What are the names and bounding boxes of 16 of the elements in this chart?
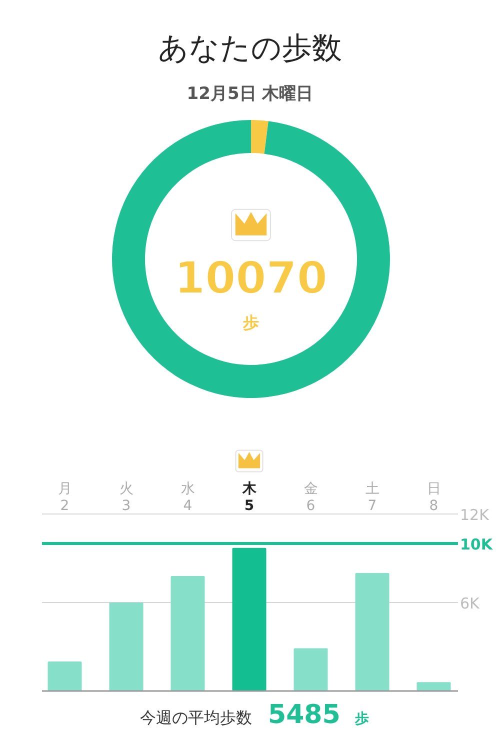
- text: 今週の平均歩数: [140, 708, 252, 727]
- x-tick-label: 水 4: [180, 481, 195, 514]
- y-tick-label: 6K: [460, 594, 481, 612]
- text: 歩: [354, 711, 369, 727]
- x-tick-label: 日 8: [426, 481, 441, 514]
- chart-title: あなたの歩数: [158, 31, 342, 66]
- x-tick-label: 火 3: [119, 481, 134, 514]
- x-tick-label: 金 6: [304, 481, 318, 514]
- ref-line-label: 10K: [460, 536, 494, 554]
- text: 5485: [268, 700, 340, 730]
- x-tick-label: 土 7: [365, 481, 380, 514]
- y-tick-label: 12K: [460, 506, 490, 524]
- text: 歩: [242, 313, 259, 332]
- chart-subtitle: 12月5日 木曜日: [186, 84, 314, 104]
- x-tick-label: 木 5: [241, 481, 258, 514]
- x-tick-label: 月 2: [58, 481, 72, 514]
